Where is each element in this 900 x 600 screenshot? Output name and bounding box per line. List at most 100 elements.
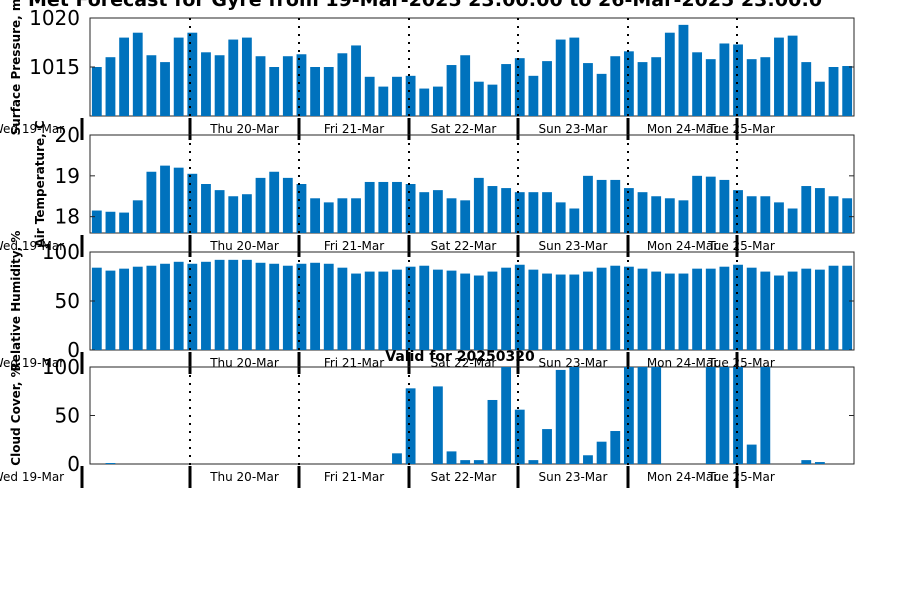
bar-4 xyxy=(132,266,143,350)
bar-11 xyxy=(228,259,239,350)
bar-11 xyxy=(228,196,239,233)
bar-36 xyxy=(569,208,580,233)
bar-21 xyxy=(364,76,375,116)
plot-area-frame xyxy=(89,134,855,234)
bar-38 xyxy=(596,441,607,464)
bar-10 xyxy=(214,55,225,116)
bar-36 xyxy=(569,274,580,350)
bar-53 xyxy=(801,268,812,350)
bar-41 xyxy=(637,268,648,350)
bar-50 xyxy=(760,196,771,233)
bar-41 xyxy=(637,192,648,233)
bar-7 xyxy=(173,167,184,233)
bar-46 xyxy=(705,59,716,116)
bar-48 xyxy=(733,264,743,350)
day-label: Thu 20-Mar xyxy=(209,122,279,136)
chart-panel-3: Wed 19-Mar Thu 20-Mar Fri 21-Mar Sat 22-Mar… xyxy=(0,231,855,374)
bar-28 xyxy=(460,460,471,464)
bar-26 xyxy=(432,190,443,233)
bar-13 xyxy=(255,262,266,350)
bar-23 xyxy=(392,269,402,350)
bar-3 xyxy=(119,37,130,116)
day-label: Thu 20-Mar xyxy=(209,356,279,370)
bar-17 xyxy=(310,198,321,233)
y-tick-label: 100 xyxy=(42,355,80,379)
bar-6 xyxy=(160,62,170,116)
bar-43 xyxy=(664,273,675,350)
bar-37 xyxy=(583,175,593,233)
bar-54 xyxy=(814,269,825,350)
bar-37 xyxy=(583,271,593,350)
bar-29 xyxy=(473,460,484,464)
bar-16 xyxy=(296,54,307,116)
figure-title: Met Forecast for Gyre from 19-Mar-2025 2… xyxy=(28,0,822,11)
bar-15 xyxy=(282,177,293,233)
bar-39 xyxy=(610,179,621,233)
day-label: Fri 21-Mar xyxy=(324,356,384,370)
day-label: Wed 19-Mar xyxy=(0,239,64,253)
bar-1 xyxy=(91,67,102,116)
bar-24 xyxy=(405,184,416,233)
bar-52 xyxy=(787,271,798,350)
bar-8 xyxy=(187,32,198,117)
bar-35 xyxy=(555,202,566,233)
bar-54 xyxy=(814,462,825,464)
bar-39 xyxy=(610,265,621,350)
bar-56 xyxy=(842,198,853,233)
bar-25 xyxy=(419,265,430,350)
bar-55 xyxy=(828,265,839,350)
bar-39 xyxy=(610,431,621,464)
bar-55 xyxy=(828,196,839,233)
day-label: Sat 22-Mar xyxy=(431,122,497,136)
bar-44 xyxy=(678,24,689,116)
bar-53 xyxy=(801,186,812,233)
bar-56 xyxy=(842,265,853,350)
bar-49 xyxy=(746,267,757,350)
bar-44 xyxy=(678,200,689,233)
bar-12 xyxy=(241,259,252,350)
day-label: Wed 19-Mar xyxy=(0,122,64,136)
bar-31 xyxy=(501,367,512,464)
bar-46 xyxy=(705,268,716,350)
bar-34 xyxy=(542,273,552,350)
day-label: Mon 24-Mar xyxy=(647,239,718,253)
bar-24 xyxy=(405,266,416,350)
y-tick-label: 20 xyxy=(55,123,80,147)
bar-16 xyxy=(296,263,307,350)
bar-29 xyxy=(473,177,484,233)
bar-22 xyxy=(378,86,389,116)
bar-47 xyxy=(719,179,730,233)
y-tick-label: 0 xyxy=(67,338,80,362)
bar-32 xyxy=(514,58,525,116)
bar-23 xyxy=(392,76,402,116)
bar-2 xyxy=(105,211,116,233)
bar-29 xyxy=(473,81,484,116)
bar-25 xyxy=(419,88,430,116)
bar-18 xyxy=(323,67,334,116)
bar-35 xyxy=(555,39,566,117)
y-axis-label: Relative Humidity, % xyxy=(9,231,23,372)
bar-54 xyxy=(814,81,825,116)
bar-13 xyxy=(255,177,266,233)
bar-12 xyxy=(241,37,252,116)
bar-5 xyxy=(146,55,157,116)
bar-14 xyxy=(269,263,280,350)
bar-1 xyxy=(91,267,102,350)
bar-10 xyxy=(214,190,225,233)
bar-4 xyxy=(132,200,143,233)
bar-48 xyxy=(733,44,743,116)
bar-26 xyxy=(432,86,443,116)
day-label: Sun 23-Mar xyxy=(539,470,608,484)
bar-31 xyxy=(501,64,512,116)
day-label: Sun 23-Mar xyxy=(539,239,608,253)
bar-12 xyxy=(241,194,252,233)
chart-panels: Wed 19-Mar Thu 20-Mar Fri 21-Mar Sat 22-Mar… xyxy=(0,0,855,488)
day-label: Thu 20-Mar xyxy=(209,470,279,484)
day-label: Mon 24-Mar xyxy=(647,122,718,136)
bar-26 xyxy=(432,269,443,350)
bar-19 xyxy=(337,198,348,233)
bar-51 xyxy=(774,275,784,350)
bar-6 xyxy=(160,263,170,350)
day-label: Thu 20-Mar xyxy=(209,239,279,253)
